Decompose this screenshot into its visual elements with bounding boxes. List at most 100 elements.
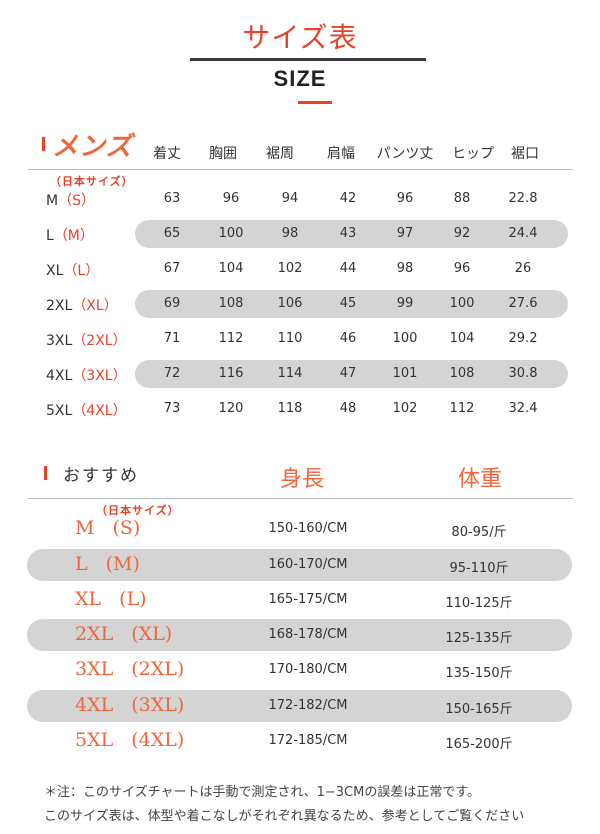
size-code: 4XL: [75, 694, 114, 716]
size-label: L (M): [75, 553, 140, 575]
table-cell: 72: [163, 366, 181, 381]
col-header-height: 身長: [279, 467, 324, 492]
table-cell: 102: [277, 261, 303, 276]
table-cell: 101: [392, 366, 418, 381]
table-cell: 112: [218, 331, 244, 346]
subtitle-underline: [298, 101, 332, 104]
jp-size-code: （4XL）: [72, 403, 127, 419]
height-range: 150-160/CM: [268, 521, 348, 536]
table-divider: [28, 169, 573, 170]
weight-range: 95-110斤: [449, 561, 509, 576]
row-band: [135, 220, 568, 248]
jp-size-code: （XL）: [72, 298, 118, 314]
table-cell: 96: [453, 261, 471, 276]
size-label: 4XL (3XL): [75, 694, 184, 716]
table-cell: 88: [453, 191, 471, 206]
size-label: M（S）: [46, 190, 95, 210]
height-range: 168-178/CM: [268, 627, 348, 642]
jp-size-code: (3XL): [131, 694, 185, 716]
jp-size-code: （L）: [63, 263, 100, 279]
table-cell: 108: [218, 296, 244, 311]
table-cell: 22.8: [508, 191, 538, 206]
size-label: 5XL (4XL): [75, 729, 184, 751]
note-reference: このサイズ表は、体型や着こなしがそれぞれ異なるため、参考としてご覧ください: [44, 809, 525, 824]
title-underline: [190, 58, 426, 61]
size-label: XL (L): [75, 588, 147, 610]
table-cell: 114: [277, 366, 303, 381]
table-cell: 102: [392, 401, 418, 416]
table-cell: 42: [339, 191, 357, 206]
row-band: [27, 619, 572, 651]
row-band: [27, 549, 572, 581]
table-cell: 116: [218, 366, 244, 381]
table-cell: 45: [339, 296, 357, 311]
col-header-hip: ヒップ: [452, 146, 494, 162]
table-cell: 32.4: [508, 401, 538, 416]
table-cell: 67: [163, 261, 181, 276]
table-cell: 71: [163, 331, 181, 346]
height-range: 172-182/CM: [268, 698, 348, 713]
jp-size-note: （日本サイズ）: [96, 504, 180, 517]
table-cell: 100: [449, 296, 475, 311]
table-cell: 63: [163, 191, 181, 206]
weight-range: 150-165斤: [445, 702, 513, 717]
table-cell: 26: [514, 261, 532, 276]
page-subtitle: SIZE: [273, 66, 327, 91]
weight-range: 165-200斤: [445, 737, 513, 752]
table-cell: 110: [277, 331, 303, 346]
section-marker: [42, 137, 45, 151]
table-cell: 73: [163, 401, 181, 416]
size-label: M (S): [75, 517, 140, 539]
table-divider: [28, 498, 573, 499]
table-cell: 100: [392, 331, 418, 346]
table-cell: 104: [449, 331, 475, 346]
size-label: 2XL（XL）: [46, 295, 118, 315]
table-cell: 100: [218, 226, 244, 241]
note-measurement: ＊注：このサイズチャートは手動で測定され、1−3CMの誤差は正常です。: [44, 785, 481, 800]
page-title: サイズ表: [242, 21, 358, 54]
size-code: M: [75, 517, 95, 539]
table-cell: 92: [453, 226, 471, 241]
size-code: 4XL: [46, 368, 73, 384]
size-label: 3XL（2XL）: [46, 330, 127, 350]
size-code: XL: [75, 588, 102, 610]
jp-size-code: （S）: [58, 193, 95, 209]
size-label: 5XL（4XL）: [46, 400, 127, 420]
size-code: 5XL: [46, 403, 73, 419]
table-cell: 43: [339, 226, 357, 241]
col-header-shoulder: 肩幅: [327, 146, 355, 162]
jp-size-code: (2XL): [131, 658, 185, 680]
table-cell: 104: [218, 261, 244, 276]
size-label: 4XL（3XL）: [46, 365, 127, 385]
section-marker: [44, 466, 47, 480]
table-cell: 96: [396, 191, 414, 206]
jp-size-code: (XL): [131, 623, 173, 645]
size-code: 3XL: [46, 333, 73, 349]
table-cell: 112: [449, 401, 475, 416]
table-cell: 120: [218, 401, 244, 416]
jp-size-code: （2XL）: [72, 333, 127, 349]
row-band: [135, 290, 568, 318]
jp-size-note: （日本サイズ）: [50, 175, 134, 188]
col-header-cuff: 裾口: [511, 146, 539, 162]
weight-range: 125-135斤: [445, 631, 513, 646]
table-cell: 47: [339, 366, 357, 381]
jp-size-code: （M）: [53, 228, 94, 244]
size-code: L: [75, 553, 88, 575]
table-cell: 69: [163, 296, 181, 311]
col-header-length: 着丈: [153, 146, 181, 162]
table-cell: 94: [281, 191, 299, 206]
jp-size-code: (L): [119, 588, 147, 610]
table-cell: 97: [396, 226, 414, 241]
size-label: XL（L）: [46, 260, 99, 280]
table-cell: 48: [339, 401, 357, 416]
row-band: [27, 690, 572, 722]
table-cell: 46: [339, 331, 357, 346]
table-cell: 27.6: [508, 296, 538, 311]
height-range: 170-180/CM: [268, 662, 348, 677]
jp-size-code: (S): [112, 517, 141, 539]
height-range: 160-170/CM: [268, 557, 348, 572]
size-label: L（M）: [46, 225, 94, 245]
size-code: 5XL: [75, 729, 114, 751]
row-band: [135, 360, 568, 388]
